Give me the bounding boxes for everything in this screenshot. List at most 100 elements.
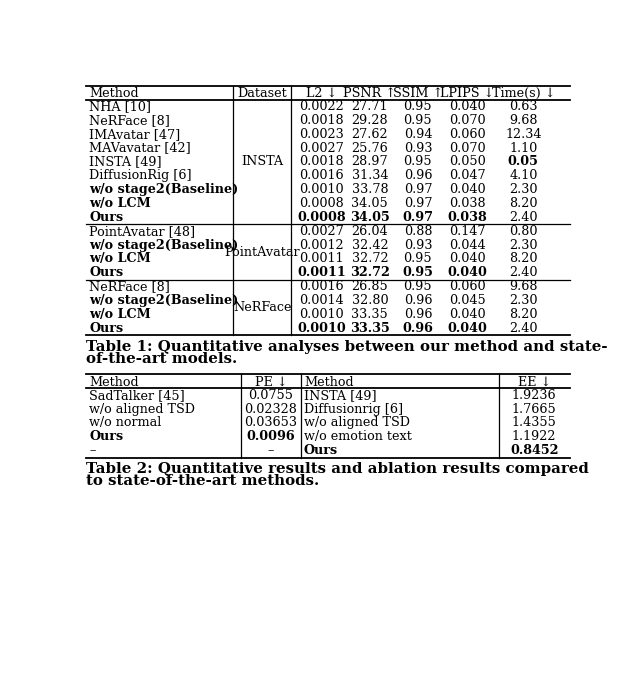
Text: w/o LCM: w/o LCM — [90, 197, 151, 210]
Text: 1.10: 1.10 — [509, 142, 538, 154]
Text: 0.060: 0.060 — [449, 280, 486, 293]
Text: SSIM ↑: SSIM ↑ — [393, 87, 443, 100]
Text: PE ↓: PE ↓ — [255, 375, 287, 389]
Text: 0.060: 0.060 — [449, 128, 486, 140]
Text: 0.95: 0.95 — [404, 100, 432, 113]
Text: 0.95: 0.95 — [404, 252, 432, 265]
Text: 33.78: 33.78 — [351, 183, 388, 196]
Text: 2.40: 2.40 — [509, 266, 538, 279]
Text: 25.76: 25.76 — [351, 142, 388, 154]
Text: 28.97: 28.97 — [351, 156, 388, 168]
Text: 0.0010: 0.0010 — [298, 322, 346, 335]
Text: DiffusionRig [6]: DiffusionRig [6] — [90, 170, 192, 182]
Text: 0.8452: 0.8452 — [510, 444, 559, 457]
Text: 0.94: 0.94 — [404, 128, 432, 140]
Text: 0.040: 0.040 — [447, 266, 488, 279]
Text: 0.95: 0.95 — [404, 280, 432, 293]
Text: 34.05: 34.05 — [350, 211, 390, 224]
Text: 0.93: 0.93 — [404, 238, 432, 252]
Text: 8.20: 8.20 — [509, 252, 538, 265]
Text: –: – — [90, 444, 95, 457]
Text: Dataset: Dataset — [237, 87, 287, 100]
Text: 0.040: 0.040 — [447, 322, 488, 335]
Text: 0.88: 0.88 — [404, 224, 432, 238]
Text: MAVavatar [42]: MAVavatar [42] — [90, 142, 191, 154]
Text: Ours: Ours — [90, 266, 124, 279]
Text: 8.20: 8.20 — [509, 197, 538, 210]
Text: 0.0012: 0.0012 — [300, 238, 344, 252]
Text: Method: Method — [90, 375, 139, 389]
Text: 0.040: 0.040 — [449, 100, 486, 113]
Text: 0.040: 0.040 — [449, 183, 486, 196]
Text: IMAvatar [47]: IMAvatar [47] — [90, 128, 180, 140]
Text: PointAvatar: PointAvatar — [224, 245, 300, 259]
Text: 0.0010: 0.0010 — [300, 183, 344, 196]
Text: 0.0755: 0.0755 — [248, 389, 294, 402]
Text: w/o aligned TSD: w/o aligned TSD — [90, 402, 195, 416]
Text: 0.0016: 0.0016 — [300, 170, 344, 182]
Text: 0.97: 0.97 — [404, 183, 432, 196]
Text: w/o stage2(Baseline): w/o stage2(Baseline) — [90, 238, 239, 252]
Text: w/o LCM: w/o LCM — [90, 252, 151, 265]
Text: Method: Method — [304, 375, 354, 389]
Text: 26.04: 26.04 — [351, 224, 388, 238]
Text: 2.30: 2.30 — [509, 183, 538, 196]
Text: 12.34: 12.34 — [505, 128, 541, 140]
Text: 0.0096: 0.0096 — [247, 430, 295, 443]
Text: Table 1: Quantitative analyses between our method and state-: Table 1: Quantitative analyses between o… — [86, 340, 608, 354]
Text: 0.0027: 0.0027 — [300, 142, 344, 154]
Text: L2 ↓: L2 ↓ — [306, 87, 337, 100]
Text: 0.03653: 0.03653 — [244, 416, 298, 430]
Text: 0.0027: 0.0027 — [300, 224, 344, 238]
Text: of-the-art models.: of-the-art models. — [86, 352, 237, 366]
Text: 2.40: 2.40 — [509, 322, 538, 335]
Text: EE ↓: EE ↓ — [518, 375, 550, 389]
Text: 26.85: 26.85 — [351, 280, 388, 293]
Text: 0.0016: 0.0016 — [300, 280, 344, 293]
Text: 0.070: 0.070 — [449, 142, 486, 154]
Text: 9.68: 9.68 — [509, 114, 538, 127]
Text: Ours: Ours — [90, 430, 124, 443]
Text: 2.30: 2.30 — [509, 238, 538, 252]
Text: 0.0010: 0.0010 — [300, 308, 344, 321]
Text: 1.9236: 1.9236 — [512, 389, 556, 402]
Text: 0.044: 0.044 — [449, 238, 486, 252]
Text: 8.20: 8.20 — [509, 308, 538, 321]
Text: 0.95: 0.95 — [404, 156, 432, 168]
Text: 2.40: 2.40 — [509, 211, 538, 224]
Text: w/o emotion text: w/o emotion text — [304, 430, 412, 443]
Text: w/o stage2(Baseline): w/o stage2(Baseline) — [90, 294, 239, 307]
Text: 1.7665: 1.7665 — [512, 402, 557, 416]
Text: Ours: Ours — [304, 444, 338, 457]
Text: Diffusionrig [6]: Diffusionrig [6] — [304, 402, 403, 416]
Text: 0.047: 0.047 — [449, 170, 486, 182]
Text: 4.10: 4.10 — [509, 170, 538, 182]
Text: 0.63: 0.63 — [509, 100, 538, 113]
Text: 0.97: 0.97 — [403, 211, 433, 224]
Text: 0.95: 0.95 — [404, 114, 432, 127]
Text: PSNR ↑: PSNR ↑ — [344, 87, 396, 100]
Text: 0.045: 0.045 — [449, 294, 486, 307]
Text: 0.038: 0.038 — [447, 211, 488, 224]
Text: 32.80: 32.80 — [351, 294, 388, 307]
Text: 27.71: 27.71 — [351, 100, 388, 113]
Text: LPIPS ↓: LPIPS ↓ — [440, 87, 495, 100]
Text: NeRFace [8]: NeRFace [8] — [90, 280, 170, 293]
Text: 1.4355: 1.4355 — [512, 416, 557, 430]
Text: –: – — [268, 444, 274, 457]
Text: Table 2: Quantitative results and ablation results compared: Table 2: Quantitative results and ablati… — [86, 462, 589, 476]
Text: 33.35: 33.35 — [351, 308, 388, 321]
Text: Ours: Ours — [90, 322, 124, 335]
Text: 0.0011: 0.0011 — [298, 266, 346, 279]
Text: 0.96: 0.96 — [404, 308, 432, 321]
Text: INSTA [49]: INSTA [49] — [90, 156, 162, 168]
Text: 0.0018: 0.0018 — [300, 156, 344, 168]
Text: INSTA [49]: INSTA [49] — [304, 389, 376, 402]
Text: 0.96: 0.96 — [404, 170, 432, 182]
Text: 0.040: 0.040 — [449, 308, 486, 321]
Text: Method: Method — [90, 87, 139, 100]
Text: 31.34: 31.34 — [351, 170, 388, 182]
Text: Ours: Ours — [90, 211, 124, 224]
Text: 0.93: 0.93 — [404, 142, 432, 154]
Text: 0.0014: 0.0014 — [300, 294, 344, 307]
